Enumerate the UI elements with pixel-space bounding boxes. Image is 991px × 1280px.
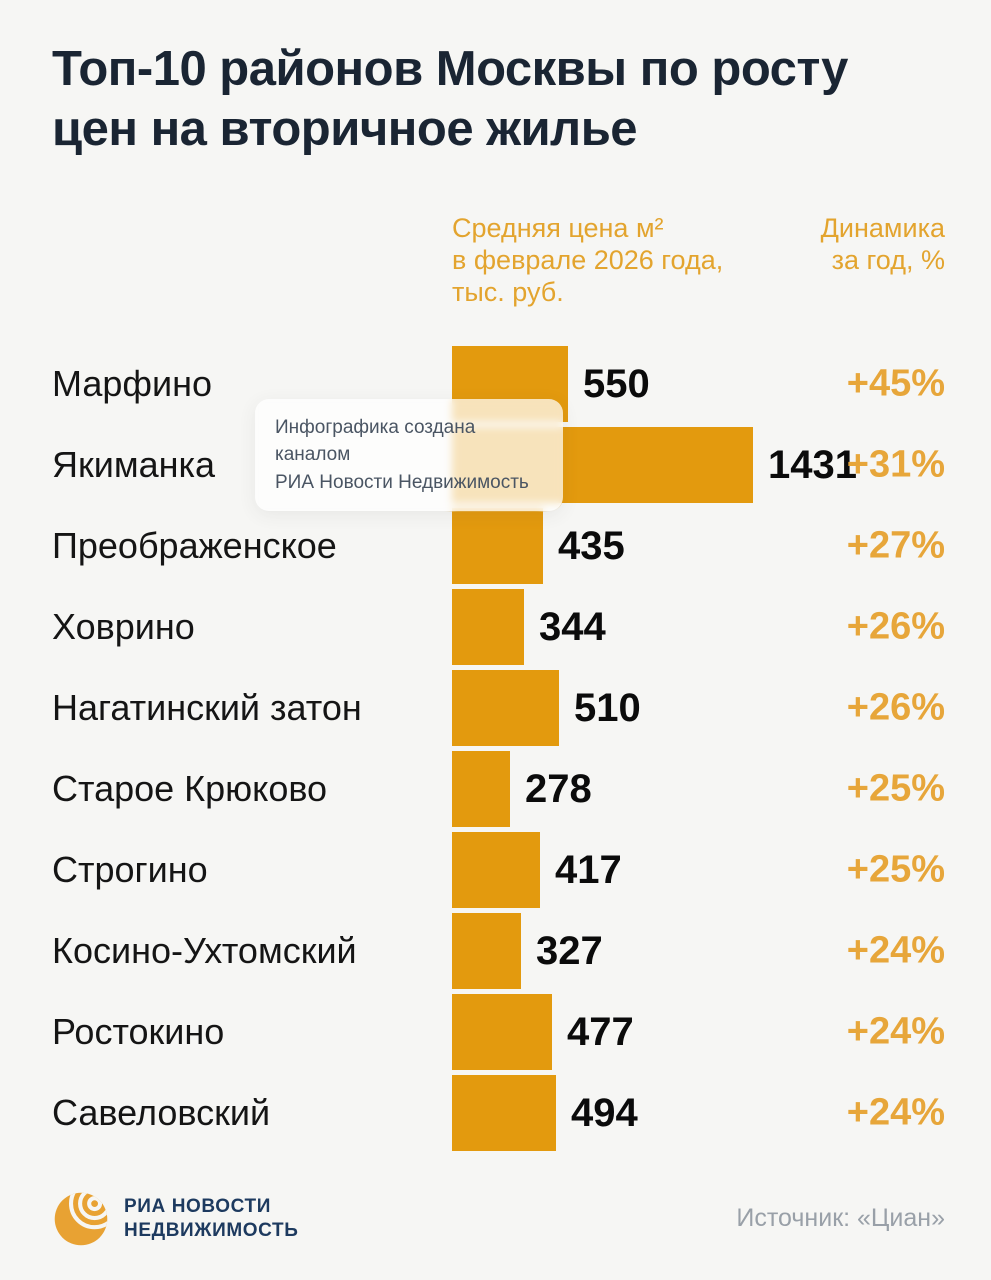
dynamics-value: +45%: [846, 362, 945, 405]
chart-row: Якиманка 1431 +31%: [52, 425, 945, 506]
chart-row: Преображенское 435 +27%: [52, 506, 945, 587]
dynamics-value: +27%: [846, 524, 945, 567]
district-label: Строгино: [52, 849, 208, 891]
price-column-header: Средняя цена м² в феврале 2026 года, тыс…: [452, 212, 724, 308]
bar-group: 477: [452, 994, 634, 1071]
district-label: Преображенское: [52, 525, 337, 567]
price-value: 435: [558, 523, 625, 568]
price-bar: [452, 913, 521, 990]
chart-rows: Марфино 550 +45% Якиманка 1431 +31% Прео…: [52, 344, 945, 1154]
dynamics-value: +24%: [846, 929, 945, 972]
price-value: 417: [555, 847, 622, 892]
dynamics-value: +26%: [846, 605, 945, 648]
dynamics-value: +31%: [846, 443, 945, 486]
price-value: 278: [525, 766, 592, 811]
dynamics-column-header: Динамика за год, %: [820, 212, 945, 275]
brand-line2: Недвижимость: [124, 1219, 299, 1241]
chart-row: Савеловский 494 +24%: [52, 1073, 945, 1154]
bar-group: 494: [452, 1075, 638, 1152]
price-bar: [452, 994, 552, 1071]
source-label: Источник: «Циан»: [736, 1204, 945, 1233]
dynamics-value: +25%: [846, 767, 945, 810]
column-headers: Средняя цена м² в феврале 2026 года, тыс…: [52, 212, 945, 310]
bar-group: 417: [452, 832, 622, 909]
bar-group: 510: [452, 670, 641, 747]
price-value: 1431: [768, 442, 857, 487]
price-value: 327: [536, 928, 603, 973]
chart-row: Старое Крюково 278 +25%: [52, 749, 945, 830]
district-label: Косино-Ухтомский: [52, 930, 357, 972]
dynamics-value: +24%: [846, 1010, 945, 1053]
price-bar: [452, 589, 524, 666]
bar-group: 327: [452, 913, 603, 990]
district-label: Нагатинский затон: [52, 687, 362, 729]
district-label: Ховрино: [52, 606, 195, 648]
chart-row: Ховрино 344 +26%: [52, 587, 945, 668]
price-value: 494: [571, 1090, 638, 1135]
watermark-line2: РИА Новости Недвижимость: [275, 471, 529, 493]
bar-group: 435: [452, 508, 625, 585]
bar-group: 344: [452, 589, 606, 666]
footer: РИА Новости Недвижимость Источник: «Циан…: [52, 1190, 945, 1248]
price-bar: [452, 832, 540, 909]
page-title: Топ-10 районов Москвы по росту цен на вт…: [52, 42, 848, 156]
brand-text: РИА Новости Недвижимость: [124, 1195, 298, 1243]
district-label: Марфино: [52, 363, 213, 405]
price-value: 550: [583, 361, 650, 406]
dynamics-value: +24%: [846, 1091, 945, 1134]
brand: РИА Новости Недвижимость: [52, 1190, 298, 1248]
chart-row: Марфино 550 +45%: [52, 344, 945, 425]
chart-row: Косино-Ухтомский 327 +24%: [52, 911, 945, 992]
price-bar: [452, 670, 559, 747]
dynamics-value: +25%: [846, 848, 945, 891]
chart-row: Ростокино 477 +24%: [52, 992, 945, 1073]
ria-globe-icon: [54, 1192, 108, 1245]
price-value: 477: [567, 1009, 634, 1054]
watermark-line1: Инфографика создана каналом: [275, 416, 476, 466]
price-value: 510: [574, 685, 641, 730]
price-bar: [452, 751, 510, 828]
chart-row: Нагатинский затон 510 +26%: [52, 668, 945, 749]
district-label: Ростокино: [52, 1011, 225, 1053]
bar-chart: Инфографика создана каналом РИА Новости …: [52, 344, 945, 1154]
bar-group: 278: [452, 751, 592, 828]
price-value: 344: [539, 604, 606, 649]
dynamics-value: +26%: [846, 686, 945, 729]
district-label: Якиманка: [52, 444, 216, 486]
district-label: Старое Крюково: [52, 768, 328, 810]
price-bar: [452, 508, 543, 585]
chart-row: Строгино 417 +25%: [52, 830, 945, 911]
brand-line1: РИА Новости: [124, 1195, 271, 1217]
watermark-tooltip: Инфографика создана каналом РИА Новости …: [255, 398, 563, 512]
district-label: Савеловский: [52, 1092, 271, 1134]
price-bar: [452, 1075, 556, 1152]
